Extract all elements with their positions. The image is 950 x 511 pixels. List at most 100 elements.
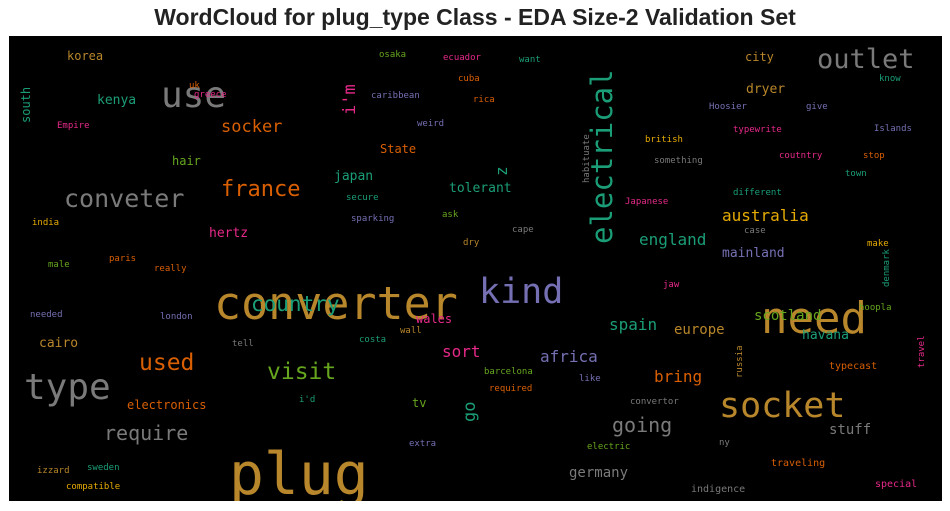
word-wales: wales bbox=[416, 312, 452, 326]
word-bring: bring bbox=[654, 367, 702, 386]
word-hertz: hertz bbox=[209, 226, 248, 241]
word-town: town bbox=[845, 169, 867, 179]
word-europe: europe bbox=[674, 322, 725, 338]
word-typecast: typecast bbox=[829, 361, 877, 372]
word-socket: socket bbox=[719, 386, 845, 426]
word-paris: paris bbox=[109, 254, 136, 264]
word-south: south bbox=[19, 87, 33, 123]
word-costa: costa bbox=[359, 335, 386, 345]
word-electric: electric bbox=[587, 442, 630, 452]
word-japanese: Japanese bbox=[625, 197, 668, 207]
chart-title: WordCloud for plug_type Class - EDA Size… bbox=[154, 4, 796, 30]
word-going: going bbox=[612, 413, 672, 437]
word-stop: stop bbox=[863, 151, 885, 161]
word-osaka: osaka bbox=[379, 50, 406, 60]
word-havana: havana bbox=[802, 328, 849, 343]
word-used: used bbox=[139, 350, 194, 376]
word-required: required bbox=[489, 384, 532, 394]
word-use: use bbox=[161, 75, 226, 116]
word-british: british bbox=[645, 135, 683, 145]
word-dryer: dryer bbox=[746, 82, 785, 97]
word-hoopla: hoopla bbox=[859, 303, 892, 313]
word-really: really bbox=[154, 264, 187, 274]
word-england: england bbox=[639, 230, 706, 249]
word-electronics: electronics bbox=[127, 398, 206, 412]
word-travel: travel bbox=[917, 335, 927, 368]
word-make: make bbox=[867, 239, 889, 249]
word-want: want bbox=[519, 55, 541, 65]
word-london: london bbox=[160, 312, 193, 322]
word-hair: hair bbox=[172, 154, 201, 168]
word-sort: sort bbox=[442, 342, 481, 361]
word-need: need bbox=[761, 293, 867, 344]
word-go: go bbox=[460, 402, 480, 422]
word-i-m: i'm bbox=[340, 84, 360, 115]
word-city: city bbox=[745, 50, 774, 64]
word-uk: uk bbox=[189, 81, 200, 91]
word-korea: korea bbox=[67, 49, 103, 63]
word-ecuador: ecuador bbox=[443, 53, 482, 63]
word-cloud-canvas: plug converter need type use socket kind electr… bbox=[19, 44, 927, 501]
word-india: india bbox=[32, 218, 59, 228]
word-indigence: indigence bbox=[691, 484, 745, 495]
word-z: z bbox=[492, 166, 511, 176]
word-something: something bbox=[654, 156, 703, 166]
word-africa: africa bbox=[540, 347, 598, 366]
word-coutntry: coutntry bbox=[779, 151, 823, 161]
word-izzard: izzard bbox=[37, 466, 70, 476]
word-tell: tell bbox=[232, 339, 254, 349]
word-kind: kind bbox=[479, 272, 563, 312]
word-cairo: cairo bbox=[39, 336, 78, 351]
word-different: different bbox=[733, 188, 782, 198]
word-typewrite: typewrite bbox=[733, 125, 782, 135]
word-give: give bbox=[806, 102, 828, 112]
word-type: type bbox=[24, 367, 111, 408]
word-conveter: conveter bbox=[64, 184, 184, 213]
word-stuff: stuff bbox=[829, 422, 871, 438]
word-caribbean: caribbean bbox=[371, 91, 420, 101]
word-cuba: cuba bbox=[458, 74, 480, 84]
word-ny: ny bbox=[719, 438, 730, 448]
word-extra: extra bbox=[409, 439, 436, 449]
word-wall: wall bbox=[400, 326, 422, 336]
word-cape: cape bbox=[512, 225, 534, 235]
word-russia: russia bbox=[735, 345, 745, 378]
word-australia: australia bbox=[722, 206, 809, 225]
word-dry: dry bbox=[463, 238, 480, 248]
word-habituate: habituate bbox=[582, 134, 592, 183]
word-kenya: kenya bbox=[97, 93, 136, 108]
word-converter: converter bbox=[214, 277, 458, 330]
word-scotland: scotland bbox=[754, 308, 821, 324]
word-convertor: convertor bbox=[630, 397, 679, 407]
word-socker: socker bbox=[221, 117, 282, 137]
word-traveling: traveling bbox=[771, 458, 825, 469]
word-empire: Empire bbox=[57, 121, 90, 131]
word-sparking: sparking bbox=[351, 214, 394, 224]
word-electrical: electrical bbox=[585, 69, 619, 244]
word-weird: weird bbox=[417, 119, 444, 129]
word-islands: Islands bbox=[874, 124, 912, 134]
word-plug: plug bbox=[229, 440, 369, 501]
word-jaw: jaw bbox=[663, 280, 680, 290]
word-secure: secure bbox=[346, 193, 379, 203]
word-greece: greece bbox=[194, 90, 227, 100]
word-visit: visit bbox=[267, 359, 336, 385]
word-japan: japan bbox=[334, 169, 373, 184]
word-needed: needed bbox=[30, 310, 63, 320]
word-denmark: denmark bbox=[882, 248, 892, 287]
word-like: like bbox=[579, 374, 601, 384]
word-state: State bbox=[380, 142, 416, 156]
word-ask: ask bbox=[442, 210, 459, 220]
word-spain: spain bbox=[609, 315, 657, 334]
word-case: case bbox=[744, 226, 766, 236]
word-know: know bbox=[879, 74, 901, 84]
word-hoosier: Hoosier bbox=[709, 102, 748, 112]
word-sweden: sweden bbox=[87, 463, 120, 473]
word-male: male bbox=[48, 260, 70, 270]
word-compatible: compatible bbox=[66, 482, 120, 492]
word-tolerant: tolerant bbox=[449, 181, 512, 196]
word-rica: rica bbox=[473, 95, 495, 105]
word-france: france bbox=[221, 177, 300, 202]
word-require: require bbox=[104, 421, 188, 445]
word-i-d: i'd bbox=[299, 395, 315, 405]
